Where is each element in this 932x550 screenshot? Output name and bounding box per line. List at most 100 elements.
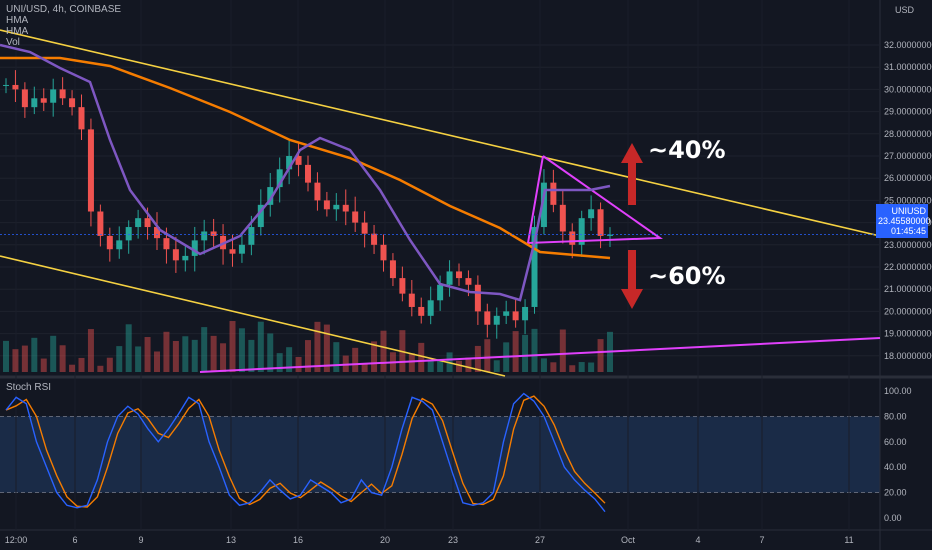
rsi-tick-label: 60.00 bbox=[884, 437, 907, 447]
candle-body bbox=[550, 182, 557, 205]
candle-body bbox=[427, 300, 434, 316]
price-tick-label: 25.00000000 bbox=[884, 195, 932, 205]
volume-bar bbox=[3, 340, 9, 372]
candle-body bbox=[106, 235, 113, 250]
candle-body bbox=[78, 107, 85, 130]
volume-bar bbox=[408, 353, 415, 372]
volume-bar bbox=[323, 324, 330, 372]
candle-body bbox=[493, 315, 500, 325]
candle-body bbox=[59, 89, 66, 99]
candlesticks bbox=[3, 70, 613, 339]
volume-bar bbox=[418, 342, 425, 372]
candle-body bbox=[31, 98, 38, 108]
candle-body bbox=[172, 249, 179, 261]
volume-bar bbox=[267, 333, 274, 372]
candle-body bbox=[371, 233, 378, 245]
candle-body bbox=[588, 209, 595, 219]
time-tick-label: 13 bbox=[226, 535, 236, 545]
volume-bar bbox=[50, 335, 57, 372]
candle-body bbox=[286, 156, 293, 170]
candle-body bbox=[333, 204, 340, 210]
stoch-rsi-pane bbox=[5, 392, 606, 513]
volume-bar bbox=[59, 345, 66, 372]
currency-label: USD bbox=[894, 5, 914, 15]
volume-bar bbox=[540, 358, 547, 372]
candle-body bbox=[191, 240, 198, 256]
axes: 18.00000000 19.00000000 20.00000000 21.0000… bbox=[5, 40, 932, 545]
price-tick-label: 32.00000000 bbox=[884, 40, 932, 50]
price-tick-label: 19.00000000 bbox=[884, 329, 932, 339]
rsi-tick-label: 80.00 bbox=[884, 411, 907, 421]
candle-body bbox=[578, 218, 585, 245]
volume-bar bbox=[512, 331, 519, 372]
stoch-rsi-label: Stoch RSI bbox=[6, 382, 52, 393]
candle-body bbox=[305, 164, 311, 183]
candle-body bbox=[201, 231, 208, 241]
vol-label: Vol bbox=[6, 37, 20, 48]
price-tick-label: 20.00000000 bbox=[884, 306, 932, 316]
volume-bar bbox=[97, 365, 104, 372]
volume-bar bbox=[154, 351, 160, 372]
candle-body bbox=[484, 311, 491, 325]
overlays bbox=[0, 29, 881, 377]
candle-body bbox=[559, 204, 566, 232]
candle-body bbox=[408, 293, 415, 307]
price-tick-label: 28.00000000 bbox=[884, 129, 932, 139]
candle-body bbox=[399, 278, 406, 294]
hma-orange-line bbox=[0, 56, 611, 260]
volume-bar bbox=[106, 357, 113, 372]
volume-bar bbox=[380, 330, 387, 372]
candle-body bbox=[210, 231, 217, 236]
volume-bar bbox=[522, 334, 529, 372]
candle-body bbox=[40, 98, 47, 103]
volume-bar bbox=[191, 339, 198, 372]
volume-bar bbox=[437, 360, 444, 372]
volume-bar bbox=[314, 321, 321, 372]
legend: UNI/USD, 4h, COINBASE HMA HMA Vol bbox=[6, 4, 121, 48]
candle-body bbox=[116, 240, 123, 250]
time-tick-label: 16 bbox=[293, 535, 303, 545]
candle-body bbox=[418, 306, 425, 316]
time-tick-label: 6 bbox=[72, 535, 77, 545]
candle-body bbox=[503, 311, 510, 316]
time-tick-label: 27 bbox=[535, 535, 545, 545]
volume-bar bbox=[276, 353, 283, 372]
volume-bar bbox=[248, 339, 255, 372]
triangle-pattern bbox=[526, 155, 664, 245]
candle-body bbox=[21, 89, 28, 108]
candle-body bbox=[87, 129, 94, 212]
volume-bar bbox=[427, 359, 434, 372]
price-tick-label: 31.00000000 bbox=[884, 62, 932, 72]
candle-body bbox=[323, 200, 330, 210]
volume-bar bbox=[78, 357, 85, 372]
candle-body bbox=[125, 227, 132, 241]
volume-bar bbox=[361, 363, 368, 372]
price-tick-label: 23.00000000 bbox=[884, 240, 932, 250]
volume-bar bbox=[21, 345, 28, 372]
candle-body bbox=[569, 231, 576, 245]
volume-bar bbox=[69, 364, 76, 372]
candle-body bbox=[531, 227, 538, 307]
downside-annotation: ~60% bbox=[648, 262, 726, 290]
volume-bar bbox=[493, 360, 500, 372]
price-tick-label: 26.00000000 bbox=[884, 173, 932, 183]
candle-body bbox=[465, 278, 472, 285]
volume-bar bbox=[163, 331, 170, 372]
price-tick-label: 29.00000000 bbox=[884, 107, 932, 117]
volume-bar bbox=[116, 346, 123, 372]
volume-bar bbox=[352, 347, 359, 372]
rsi-tick-label: 20.00 bbox=[884, 488, 907, 498]
candle-body bbox=[69, 98, 76, 108]
volume-bar bbox=[220, 343, 227, 372]
hma-label-2: HMA bbox=[6, 26, 29, 37]
stoch-rsi-d-line bbox=[5, 395, 606, 508]
down-arrow bbox=[621, 250, 643, 309]
candle-body bbox=[361, 222, 368, 234]
channel-lower-line bbox=[0, 255, 506, 377]
price-tag-price: 23.45580000 bbox=[878, 216, 931, 226]
candle-body bbox=[276, 169, 283, 188]
volume-bar bbox=[87, 329, 94, 372]
volume-bar bbox=[550, 362, 557, 372]
